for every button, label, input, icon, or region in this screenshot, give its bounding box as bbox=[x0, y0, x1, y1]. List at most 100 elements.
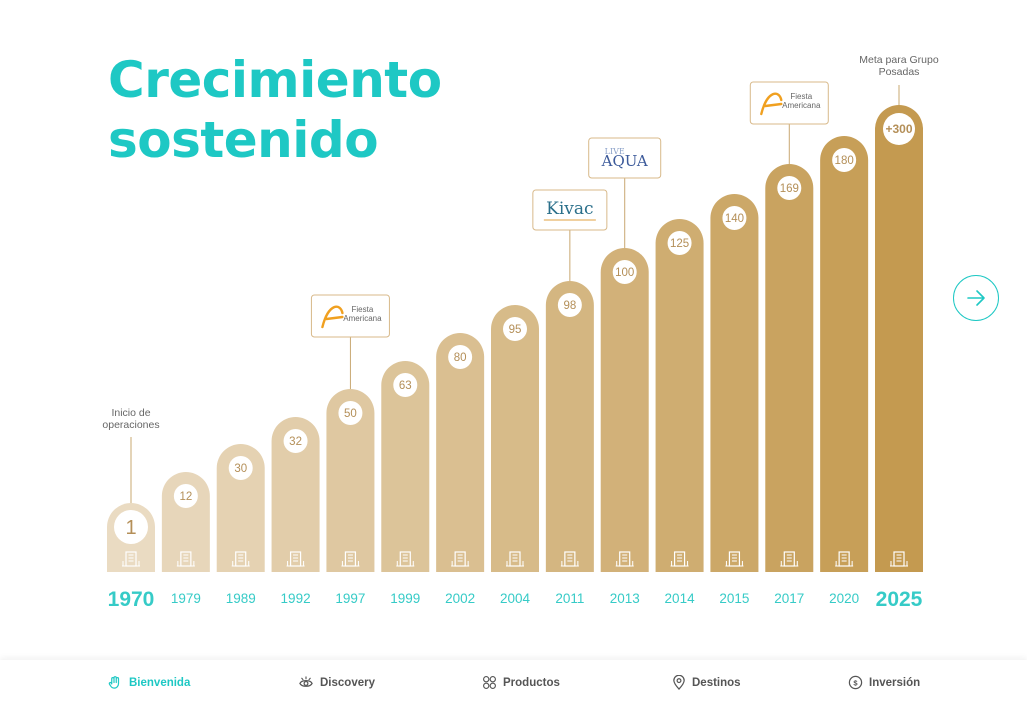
bar-1970: 1 1970 bbox=[107, 503, 155, 611]
hotel-icon-details bbox=[725, 554, 744, 567]
bar-2017-value-label: 169 bbox=[780, 183, 799, 195]
bar-2017-shape bbox=[765, 164, 814, 572]
logo-frame bbox=[588, 137, 662, 179]
bar-1992-value-badge bbox=[283, 429, 308, 453]
bar-2011: 98 2011 bbox=[545, 281, 594, 606]
bar-2014-value-badge bbox=[667, 231, 692, 255]
bar-2020-value-label: 180 bbox=[835, 155, 854, 167]
bar-1992: 32 1992 bbox=[271, 417, 320, 606]
bar-1999-value-label: 63 bbox=[399, 380, 412, 392]
bottom-nav: Bienvenida Discovery Productos Destinos … bbox=[0, 660, 1027, 706]
hotel-icon-details bbox=[835, 554, 854, 567]
hotel-icon bbox=[780, 551, 799, 567]
nav-item-discovery[interactable]: Discovery bbox=[298, 675, 375, 690]
grid-icon bbox=[483, 676, 496, 689]
location-pin-icon bbox=[673, 675, 685, 690]
bar-2025: +300 2025 bbox=[875, 105, 923, 611]
arrow-right-icon bbox=[967, 290, 985, 306]
bar-2020: 180 2020 bbox=[820, 136, 869, 606]
logo-text: Kivac bbox=[546, 199, 593, 219]
annotation-text: operaciones bbox=[102, 419, 159, 431]
hotel-icon-details bbox=[231, 554, 250, 567]
bar-2014: 125 2014 bbox=[655, 219, 704, 606]
hotel-icon bbox=[506, 551, 524, 567]
next-slide-button[interactable] bbox=[953, 275, 999, 321]
hotel-icon-details bbox=[560, 554, 579, 567]
annotation-text: Posadas bbox=[879, 66, 920, 78]
bar-1989: 30 1989 bbox=[216, 444, 265, 606]
bar-2013-value-label: 100 bbox=[615, 267, 634, 279]
hotel-icon bbox=[451, 551, 470, 567]
bar-1997: 50 1997 bbox=[326, 389, 375, 606]
logo-text: LIVE bbox=[605, 147, 625, 156]
bar-2004-shape bbox=[491, 305, 539, 572]
nav-item-bienvenida[interactable]: Bienvenida bbox=[108, 675, 190, 690]
bar-2025-value-label: +300 bbox=[885, 122, 912, 136]
nav-item-inversion[interactable]: $ Inversión bbox=[848, 675, 920, 690]
logo-text: Fiesta bbox=[352, 305, 374, 314]
year-label-1999: 1999 bbox=[390, 591, 420, 606]
year-label-1992: 1992 bbox=[281, 591, 311, 606]
bar-2015-shape bbox=[710, 194, 759, 573]
nav-label-discovery: Discovery bbox=[320, 676, 375, 689]
hotel-icon-details bbox=[890, 554, 908, 567]
bar-2011-value-label: 98 bbox=[563, 300, 576, 312]
bar-2020-value-badge bbox=[832, 148, 857, 172]
page-title: Crecimiento sostenido bbox=[108, 50, 442, 170]
bar-2011-shape bbox=[545, 281, 594, 572]
hotel-icon bbox=[231, 551, 250, 567]
bar-1992-shape bbox=[271, 417, 320, 572]
year-label-1997: 1997 bbox=[335, 591, 365, 606]
year-label-2020: 2020 bbox=[829, 591, 859, 606]
hotel-icon-details bbox=[341, 554, 360, 567]
bar-1997-value-label: 50 bbox=[344, 408, 357, 420]
hand-icon bbox=[108, 676, 120, 689]
hotel-icon bbox=[725, 551, 744, 567]
coin-icon: $ bbox=[848, 675, 863, 690]
annotation-text: Meta para Grupo bbox=[859, 54, 939, 66]
year-label-2004: 2004 bbox=[500, 591, 531, 606]
nav-item-destinos[interactable]: Destinos bbox=[672, 675, 741, 690]
bar-2015-value-badge bbox=[722, 206, 747, 230]
logo-text: AQUA bbox=[601, 152, 648, 170]
bar-1997-value-badge bbox=[338, 401, 363, 425]
bar-2015-value-label: 140 bbox=[725, 213, 744, 225]
bar-2020-shape bbox=[820, 136, 869, 572]
hotel-icon bbox=[176, 551, 195, 567]
year-label-1989: 1989 bbox=[226, 591, 256, 606]
hotel-icon-details bbox=[396, 554, 415, 567]
hotel-icon bbox=[615, 551, 634, 567]
logo-text: Fiesta bbox=[790, 92, 812, 101]
bar-2013-shape bbox=[600, 248, 649, 573]
year-label-2013: 2013 bbox=[610, 591, 640, 606]
logo-text: Americana bbox=[782, 101, 821, 110]
brand-logo-kivac: Kivac bbox=[532, 189, 608, 281]
bar-2002-value-label: 80 bbox=[454, 352, 467, 364]
logo-frame bbox=[310, 294, 390, 338]
bar-2013: 100 2013 bbox=[600, 248, 649, 606]
hotel-icon bbox=[835, 551, 854, 567]
nav-label-inversion: Inversión bbox=[869, 676, 921, 689]
bar-1970-value-label: 1 bbox=[125, 517, 136, 539]
bar-2017-value-badge bbox=[777, 176, 802, 200]
bar-2004: 95 2004 bbox=[491, 305, 539, 606]
hotel-icon-details bbox=[176, 554, 195, 567]
bar-1979: 12 1979 bbox=[161, 472, 210, 606]
year-label-2025: 2025 bbox=[876, 588, 923, 611]
hotel-icon bbox=[286, 551, 305, 567]
bar-1989-value-badge bbox=[228, 456, 253, 480]
bar-1999-shape bbox=[381, 361, 430, 572]
hotel-icon bbox=[890, 551, 908, 567]
bar-2011-value-badge bbox=[557, 293, 582, 317]
hotel-icon bbox=[670, 551, 689, 567]
bar-2025-shape bbox=[875, 105, 923, 572]
fiesta-americana-logo-mark bbox=[760, 92, 783, 116]
hotel-icon-details bbox=[286, 554, 305, 567]
bar-2004-value-badge bbox=[503, 317, 527, 341]
title-line-1: Crecimiento bbox=[108, 51, 442, 109]
nav-item-productos[interactable]: Productos bbox=[482, 675, 560, 690]
